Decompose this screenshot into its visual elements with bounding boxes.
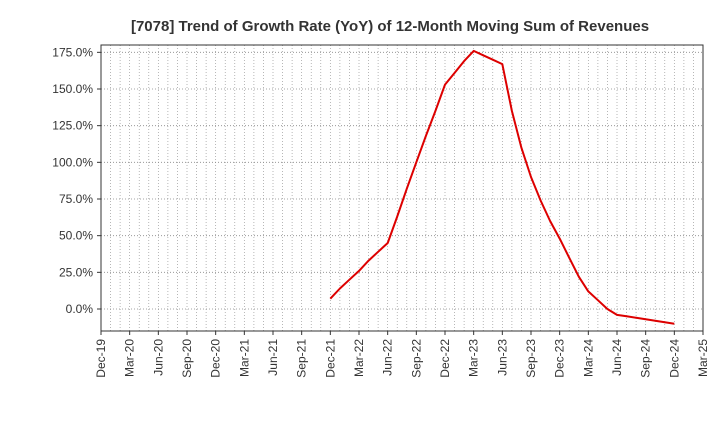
x-tick-label: Dec-22 — [438, 339, 452, 378]
x-tick-label: Dec-19 — [94, 339, 108, 378]
x-tick-label: Jun-21 — [266, 339, 280, 376]
growth-rate-line — [329, 49, 675, 325]
series-layer — [329, 49, 675, 325]
x-tick-label: Mar-21 — [237, 339, 251, 377]
x-tick-label: Sep-23 — [524, 339, 538, 378]
x-tick-label: Mar-24 — [581, 339, 595, 377]
x-tick-label: Sep-20 — [180, 339, 194, 378]
x-tick-label: Jun-22 — [381, 339, 395, 376]
chart-title: [7078] Trend of Growth Rate (YoY) of 12-… — [131, 18, 649, 35]
x-tick-label: Dec-23 — [553, 339, 567, 378]
y-tick-label: 150.0% — [52, 82, 93, 96]
x-tick-label: Sep-22 — [409, 339, 423, 378]
y-tick-label: 25.0% — [59, 265, 93, 279]
x-tick-label: Mar-25 — [696, 339, 710, 377]
x-tick-label: Mar-20 — [123, 339, 137, 377]
x-tick-label: Dec-24 — [667, 339, 681, 378]
grid — [101, 45, 703, 331]
x-tick-label: Dec-20 — [209, 339, 223, 378]
x-tick-label: Sep-21 — [295, 339, 309, 378]
y-tick-label: 100.0% — [52, 155, 93, 169]
x-tick-label: Jun-20 — [151, 339, 165, 376]
x-tick-label: Dec-21 — [323, 339, 337, 378]
y-tick-label: 75.0% — [59, 192, 93, 206]
y-tick-label: 0.0% — [66, 302, 94, 316]
y-axis-ticks: 0.0% 25.0% 50.0% 75.0% 100.0% 125.0% 150.0% 175… — [52, 45, 101, 316]
y-tick-label: 175.0% — [52, 45, 93, 59]
x-tick-label: Jun-24 — [610, 339, 624, 376]
y-tick-label: 50.0% — [59, 229, 93, 243]
x-tick-label: Sep-24 — [639, 339, 653, 378]
x-tick-label: Jun-23 — [495, 339, 509, 376]
x-tick-label: Mar-23 — [467, 339, 481, 377]
plot-frame — [100, 44, 704, 332]
x-tick-label: Mar-22 — [352, 339, 366, 377]
x-axis-ticks: Dec-19 Mar-20 Jun-20 Sep-20 Dec-20 Mar-21 Jun-… — [94, 331, 710, 378]
y-tick-label: 125.0% — [52, 119, 93, 133]
